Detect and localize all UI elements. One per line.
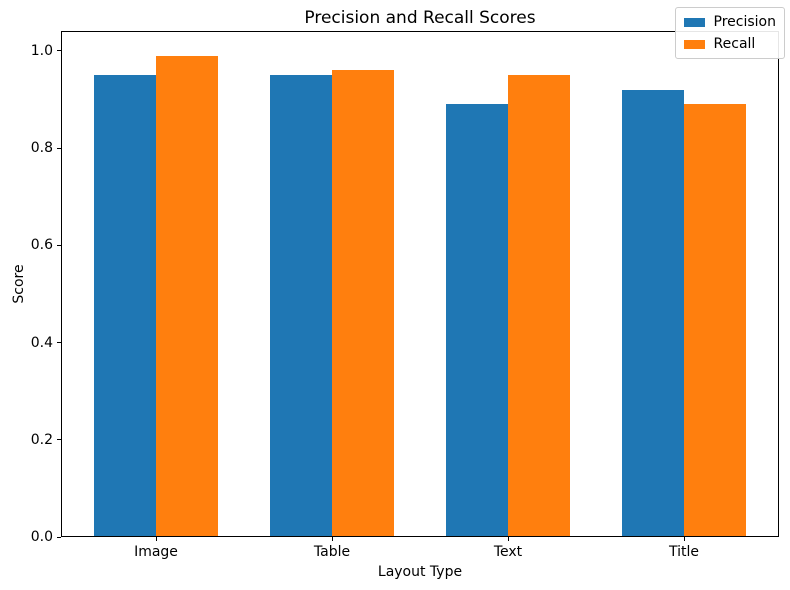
y-tick-mark — [57, 50, 61, 52]
bar-recall-image — [156, 55, 218, 537]
bar-precision-text — [446, 104, 508, 537]
bar-recall-title — [684, 104, 746, 537]
bar-precision-table — [270, 75, 332, 537]
y-tick-label: 1.0 — [30, 42, 53, 59]
legend-label-precision: Precision — [713, 14, 776, 30]
x-tick-label: Table — [313, 544, 351, 560]
recall-swatch-icon — [683, 39, 705, 49]
bar-recall-table — [332, 70, 394, 537]
chart-title: Precision and Recall Scores — [304, 8, 536, 28]
y-tick-mark — [57, 244, 61, 246]
y-tick-mark — [57, 536, 61, 538]
x-axis-label: Layout Type — [377, 564, 463, 580]
x-tick-label: Title — [668, 544, 699, 560]
bar-recall-text — [508, 75, 570, 537]
x-tick-mark — [683, 537, 685, 541]
y-tick-label: 0.0 — [30, 529, 53, 545]
y-tick-label: 0.6 — [30, 237, 53, 254]
x-tick-mark — [331, 537, 333, 541]
legend-item-precision: Precision — [683, 13, 776, 31]
plot-area — [61, 31, 779, 537]
legend: Precision Recall — [674, 7, 785, 59]
bar-precision-title — [622, 89, 684, 537]
y-tick-mark — [57, 439, 61, 441]
x-tick-label: Image — [134, 544, 178, 560]
y-tick-label: 0.2 — [30, 431, 53, 448]
legend-item-recall: Recall — [683, 35, 776, 53]
x-tick-label: Text — [493, 544, 523, 560]
x-tick-mark — [507, 537, 509, 541]
x-tick-mark — [155, 537, 157, 541]
precision-swatch-icon — [683, 17, 705, 27]
y-tick-mark — [57, 147, 61, 149]
y-tick-label: 0.8 — [30, 140, 53, 157]
bar-precision-image — [94, 75, 156, 537]
y-tick-mark — [57, 342, 61, 344]
legend-label-recall: Recall — [713, 36, 756, 52]
y-tick-label: 0.4 — [30, 334, 53, 351]
y-axis-label: Score — [11, 264, 27, 304]
